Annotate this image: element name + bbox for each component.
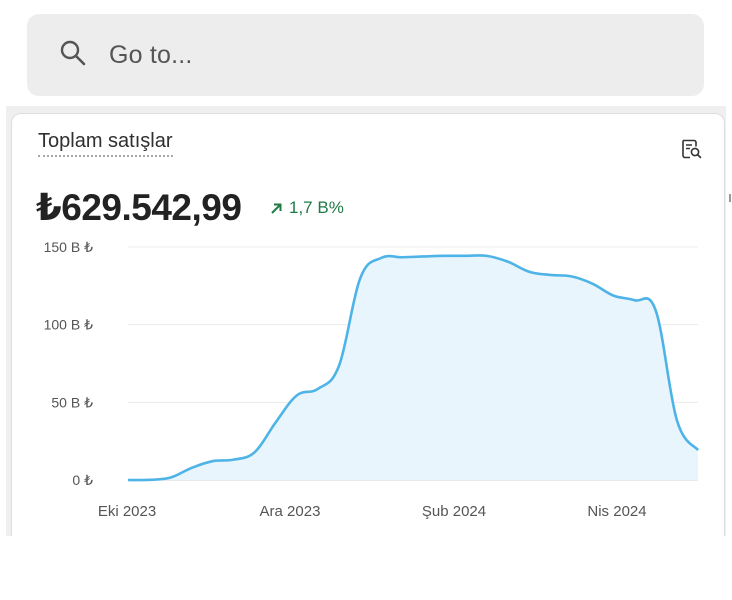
x-tick-label: Ara 2023: [260, 503, 321, 520]
search-icon: [59, 39, 87, 72]
series-line: [127, 254, 700, 482]
delta-badge: 1,7 B%: [270, 198, 344, 218]
report-search-icon[interactable]: [680, 138, 702, 160]
y-tick-label: 150 B ₺: [44, 239, 93, 255]
y-tick-label: 50 B ₺: [51, 394, 93, 410]
x-tick-label: Eki 2023: [98, 503, 156, 520]
x-tick-label: Şub 2024: [422, 503, 486, 520]
total-sales-value: ₺629.542,99: [36, 187, 242, 228]
y-tick-label: 100 B ₺: [44, 317, 93, 333]
search-bar[interactable]: Go to...: [27, 14, 704, 96]
x-tick-label: Nis 2024: [587, 503, 646, 520]
scroll-edge-marker: [729, 194, 731, 202]
bottom-fade: [0, 536, 732, 600]
card-title[interactable]: Toplam satışlar: [38, 130, 173, 157]
arrow-up-right-icon: [271, 203, 282, 214]
y-tick-label: 0 ₺: [72, 472, 93, 488]
series-area: [128, 255, 698, 481]
delta-value: 1,7 B%: [289, 198, 344, 217]
search-input[interactable]: Go to...: [109, 40, 193, 69]
